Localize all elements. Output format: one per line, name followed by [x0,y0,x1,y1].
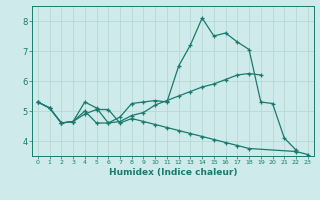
X-axis label: Humidex (Indice chaleur): Humidex (Indice chaleur) [108,168,237,177]
